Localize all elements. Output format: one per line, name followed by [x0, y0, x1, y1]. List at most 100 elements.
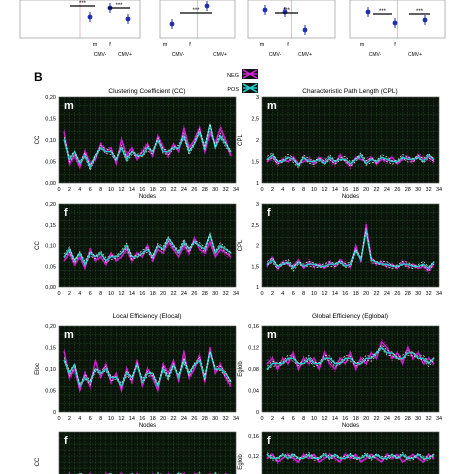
strip-m-label: m [163, 42, 168, 48]
x-tick-label: 20 [363, 416, 369, 422]
x-tick-label: 12 [321, 187, 327, 193]
x-tick-label: 10 [108, 291, 114, 297]
series-point-pos [433, 357, 435, 359]
series-point-pos [188, 151, 190, 153]
series-point-neg [287, 453, 289, 456]
series-point-neg [204, 252, 206, 254]
x-tick-label: 18 [353, 291, 359, 297]
series-point-neg [84, 151, 86, 153]
series-point-neg [110, 381, 112, 383]
y-tick-label: 0,20 [45, 202, 56, 208]
series-point-pos [84, 376, 86, 379]
x-tick-label: 4 [281, 416, 284, 422]
series-point-neg [94, 359, 97, 362]
series-point-neg [396, 267, 399, 270]
series-point-pos [230, 151, 232, 153]
series-point-neg [110, 252, 112, 254]
x-tick-label: 24 [181, 291, 187, 297]
series-point-pos [214, 252, 216, 254]
y-tick-label: 0,05 [45, 389, 56, 395]
series-point-pos [433, 158, 435, 161]
series-point-pos [209, 123, 211, 126]
strip-group-label: CMV+ [213, 52, 227, 58]
series-point-pos [396, 457, 399, 459]
series-point-neg [193, 237, 196, 239]
series-point-neg [204, 151, 206, 153]
series-point-neg [188, 376, 190, 379]
series-point-neg [146, 368, 149, 370]
series-point-pos [287, 261, 289, 263]
series-point-neg [355, 368, 357, 370]
x-tick-label: 30 [212, 291, 218, 297]
series-point-pos [401, 357, 404, 359]
y-tick-label: 3 [256, 202, 259, 208]
series-point-pos [412, 158, 414, 161]
series-point-neg [136, 158, 138, 161]
series-point-neg [73, 263, 76, 266]
panel-letter: m [267, 329, 277, 341]
y-axis-label: Eglob [238, 454, 244, 470]
series-point-pos [162, 151, 164, 153]
series-point-neg [89, 248, 91, 250]
x-tick-label: 34 [436, 187, 442, 193]
x-tick-label: 22 [170, 187, 176, 193]
series-point-neg [339, 357, 341, 359]
series-point-pos [167, 237, 170, 239]
series-point-pos [297, 457, 300, 459]
series-point-pos [89, 381, 91, 383]
y-tick-label: 0,20 [45, 324, 56, 330]
y-tick-label: 2,5 [251, 223, 259, 229]
panel-letter: f [267, 435, 271, 447]
panel-letter: f [267, 207, 271, 219]
series-point-pos [313, 160, 315, 163]
series-point-pos [391, 265, 393, 267]
y-tick-label: 0,05 [45, 160, 56, 166]
x-tick-label: 8 [99, 291, 102, 297]
series-point-pos [417, 265, 419, 267]
series-point-pos [417, 357, 419, 359]
y-axis-label: Eloc [35, 363, 41, 375]
series-point-neg [193, 139, 196, 141]
x-tick-label: 14 [332, 416, 338, 422]
series-point-pos [401, 453, 404, 456]
series-point-pos [297, 261, 300, 263]
series-point-neg [391, 457, 393, 459]
series-point-pos [339, 158, 341, 161]
series-point-pos [230, 381, 232, 383]
series-point-pos [355, 457, 357, 459]
series-point-neg [433, 457, 435, 459]
series-point-pos [193, 241, 196, 243]
series-point-pos [360, 154, 362, 156]
series-point-pos [172, 147, 175, 149]
x-tick-label: 20 [363, 187, 369, 193]
series-point-pos [157, 139, 159, 141]
x-tick-label: 16 [342, 291, 348, 297]
series-point-neg [198, 127, 201, 129]
x-tick-label: 8 [99, 416, 102, 422]
series-point-neg [219, 248, 222, 250]
y-tick-label: 0,08 [248, 367, 259, 373]
series-point-pos [282, 263, 284, 265]
x-tick-label: 4 [78, 416, 81, 422]
y-tick-label: 0,16 [248, 324, 259, 330]
chart-title: Clustering Coefficient (CC) [108, 88, 185, 95]
series-point-pos [157, 385, 159, 387]
series-point-pos [323, 357, 326, 359]
series-point-pos [323, 453, 326, 456]
series-point-pos [204, 147, 206, 149]
strip-f-label: f [287, 42, 289, 48]
series-point-pos [407, 352, 409, 354]
panel-letter: f [64, 207, 68, 219]
series-point-pos [417, 453, 419, 456]
series-point-pos [381, 263, 383, 265]
series-point-pos [162, 248, 164, 250]
x-tick-label: 6 [292, 416, 295, 422]
series-point-pos [79, 162, 81, 165]
strip-group-label: CMV- [172, 52, 185, 58]
series-point-neg [407, 156, 409, 158]
series-point-pos [214, 147, 216, 149]
series-point-neg [302, 453, 305, 456]
series-point-pos [344, 158, 346, 161]
x-tick-label: 2 [68, 416, 71, 422]
